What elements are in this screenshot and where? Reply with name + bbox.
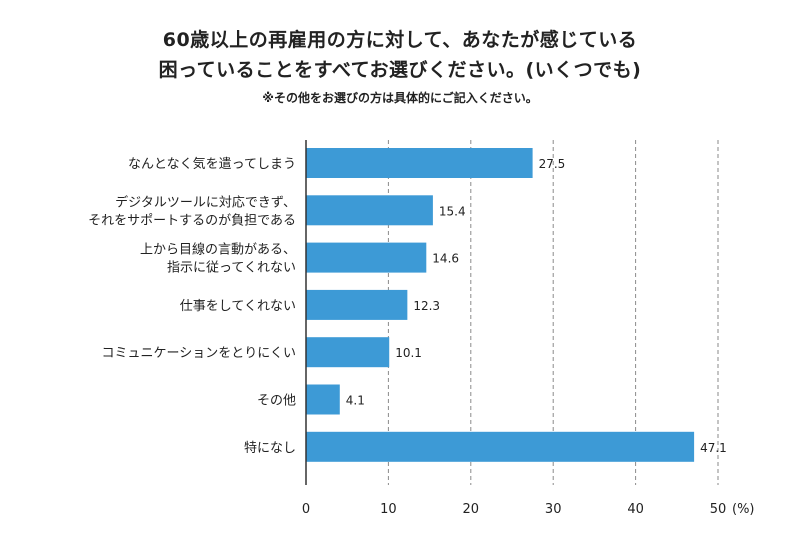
axis: 0 10 20 30 40 50 (%)	[302, 140, 755, 517]
chart-subtitle: ※その他をお選びの方は具体的にご記入ください。	[262, 91, 538, 105]
chart-title-line-1: 60歳以上の再雇用の方に対して、あなたが感じている	[162, 29, 638, 51]
x-tick-label: 10	[380, 502, 397, 517]
category-label: それをサポートするのが負担である	[88, 213, 296, 228]
bar	[306, 384, 340, 415]
value-label: 10.1	[395, 346, 422, 360]
x-tick-label: 20	[463, 502, 480, 517]
value-label: 4.1	[346, 394, 365, 408]
chart-title-line-2: 困っていることをすべてお選びください。(いくつでも)	[158, 59, 642, 81]
value-label: 12.3	[413, 299, 440, 313]
category-labels: なんとなく気を遣ってしまうデジタルツールに対応できず、それをサポートするのが負担…	[88, 156, 296, 456]
category-label: デジタルツールに対応できず、	[115, 194, 296, 210]
value-labels: 27.5 15.4 14.6 12.3 10.1 4.1 47.1	[346, 157, 727, 455]
value-label: 47.1	[700, 441, 727, 455]
x-tick-label: 40	[627, 502, 644, 517]
x-tick-label: 0	[302, 502, 310, 517]
category-label: 上から目線の言動がある、	[140, 242, 296, 258]
category-label: その他	[257, 394, 296, 409]
x-tick-label: 30	[545, 502, 562, 517]
bar	[306, 431, 695, 462]
value-label: 14.6	[432, 252, 459, 266]
bar	[306, 242, 427, 273]
bar	[306, 337, 390, 368]
x-tick-label: 50	[710, 502, 727, 517]
bar	[306, 289, 408, 320]
category-label: 特になし	[244, 441, 296, 456]
bar	[306, 148, 533, 178]
category-label: 仕事をしてくれない	[180, 299, 296, 314]
category-label: コミュニケーションをとりにくい	[102, 346, 296, 361]
unit-label: (%)	[732, 502, 755, 517]
category-label: 指示に従ってくれない	[167, 261, 296, 276]
category-label: なんとなく気を遣ってしまう	[128, 156, 296, 172]
bars	[306, 148, 695, 462]
value-label: 27.5	[539, 157, 566, 171]
bar	[306, 195, 433, 226]
value-label: 15.4	[439, 204, 466, 218]
